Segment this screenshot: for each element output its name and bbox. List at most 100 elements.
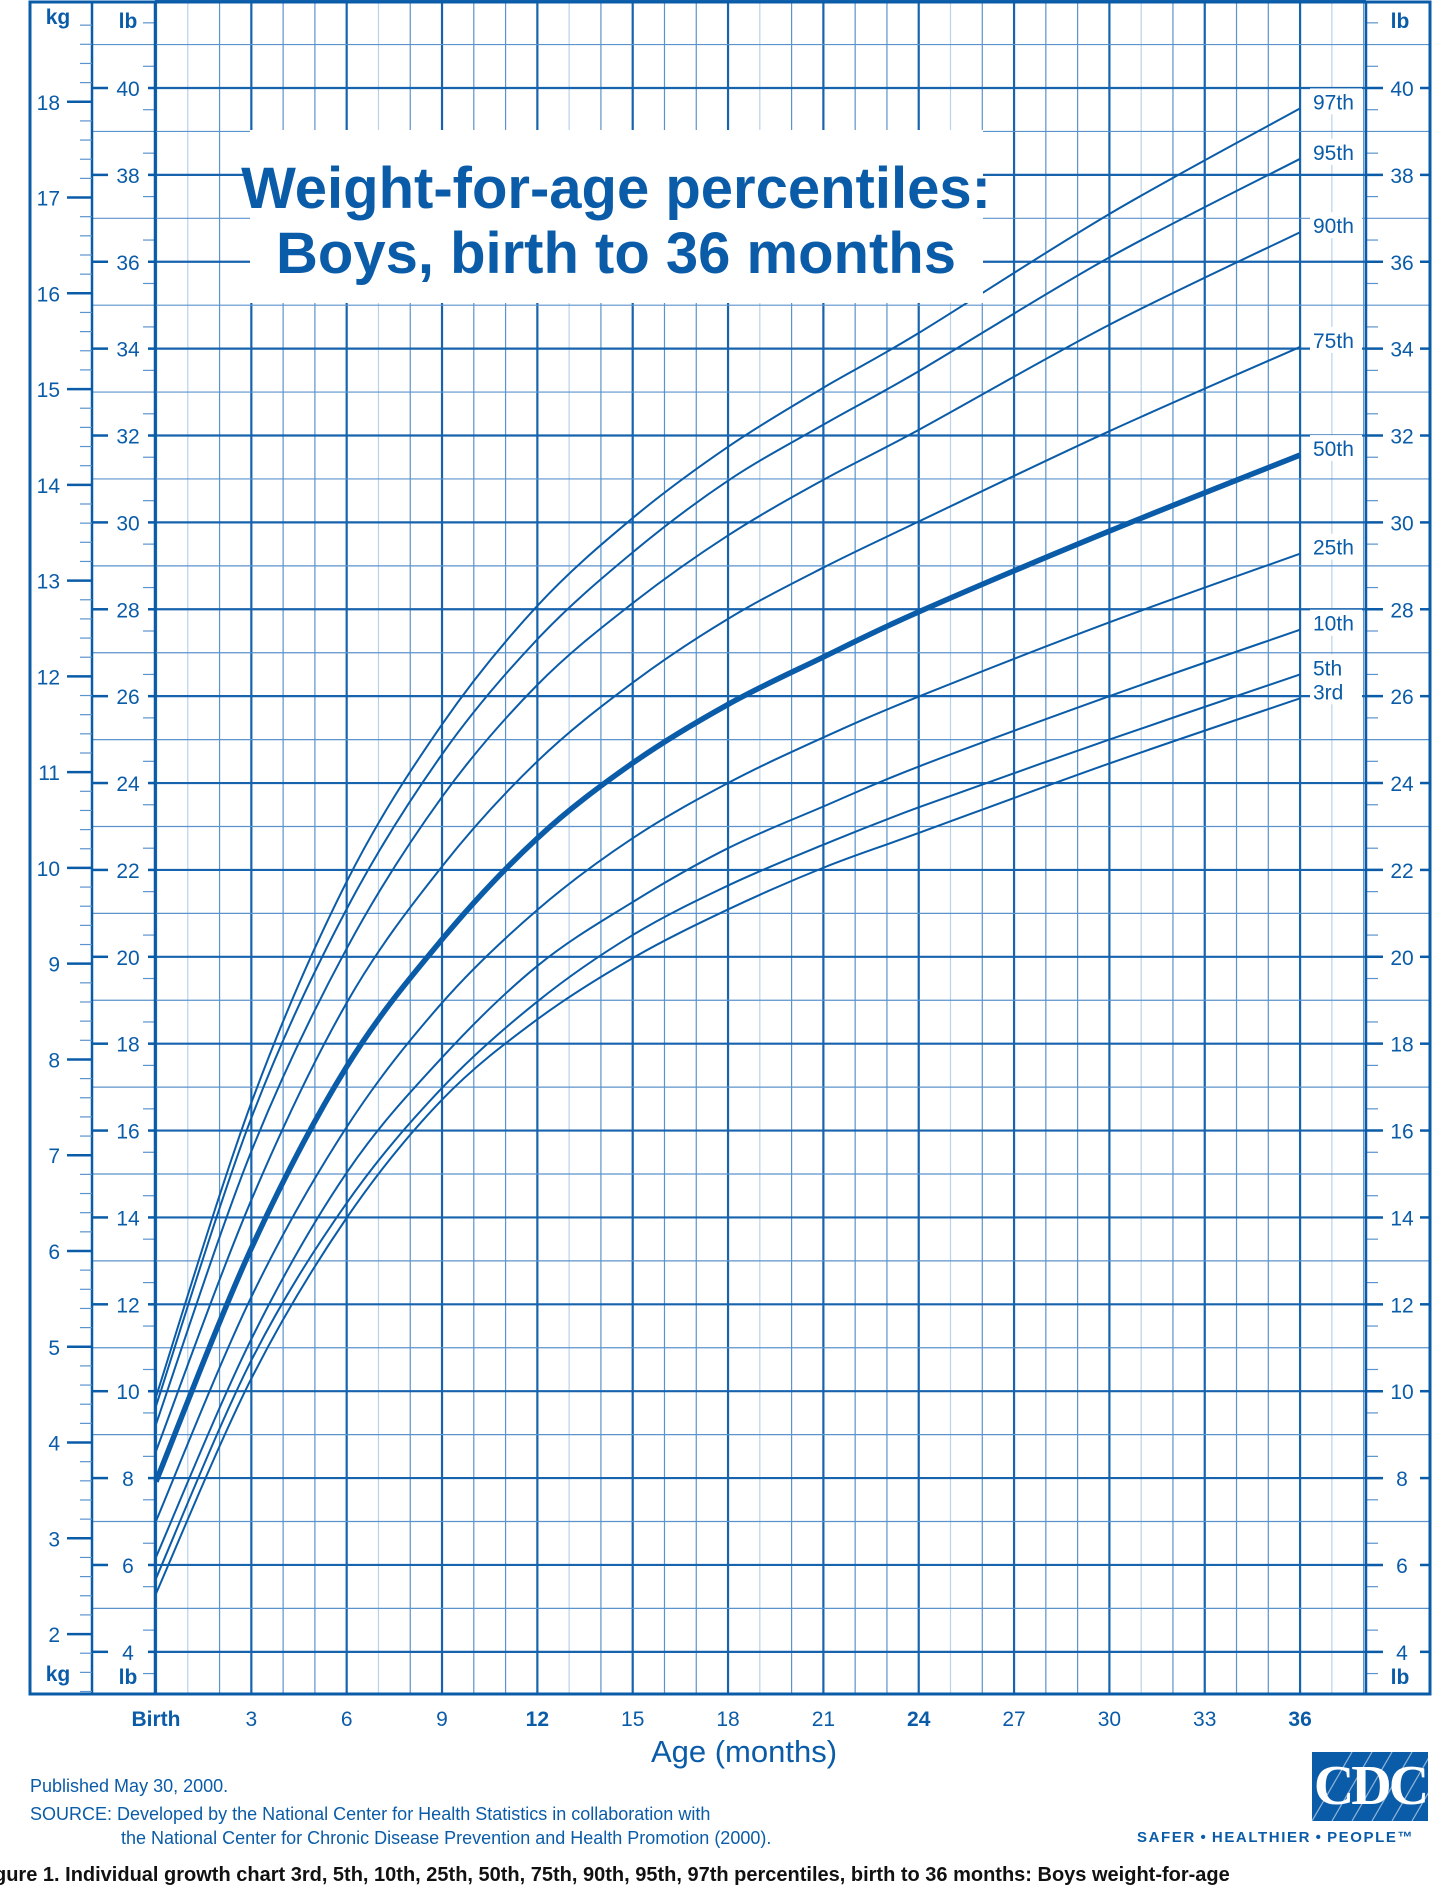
lb-tick-label-right: 22 (1390, 860, 1413, 883)
x-tick-label: 24 (907, 1708, 931, 1731)
lb-tick-label-left: 14 (116, 1207, 140, 1230)
chart-title-line1: Weight-for-age percentiles: (241, 156, 991, 221)
x-tick-label: Birth (132, 1708, 181, 1731)
x-tick-label: 36 (1288, 1708, 1311, 1731)
kg-tick-label: 8 (48, 1049, 60, 1072)
lb-tick-label-right: 32 (1390, 426, 1413, 449)
series-label-75th: 75th (1313, 330, 1354, 353)
lb-tick-label-left: 38 (116, 165, 139, 188)
series-label-bg (1310, 435, 1362, 462)
percentile-curve-97th (155, 107, 1301, 1398)
percentile-curve-10th (155, 628, 1301, 1558)
kg-tick-label: 9 (48, 954, 60, 977)
lb-tick-label-left: 34 (116, 339, 140, 362)
logo-stripes (1312, 1752, 1428, 1821)
kg-tick-label: 16 (37, 283, 60, 306)
series-label-bg (1310, 88, 1362, 115)
lb-tick-label-right: 28 (1390, 599, 1413, 622)
percentile-curve-95th (155, 157, 1301, 1407)
lb-tick-label-left: 24 (116, 773, 140, 796)
kg-tick-label: 2 (48, 1624, 60, 1647)
lb-unit-label-top-right: lb (1391, 10, 1410, 33)
series-label-bg (1310, 326, 1362, 353)
percentile-curves (153, 107, 1302, 1595)
lb-tick-label-left: 18 (116, 1034, 139, 1057)
x-tick-label: 21 (812, 1708, 835, 1731)
kg-tick-label: 13 (37, 571, 60, 594)
series-label-bg (1310, 609, 1362, 636)
lb-tick-label-left: 26 (116, 686, 139, 709)
lb-tick-label-right: 38 (1390, 165, 1413, 188)
lb-tick-label-right: 14 (1390, 1207, 1414, 1230)
lb-tick-label-left: 28 (116, 599, 139, 622)
x-tick-label: 18 (716, 1708, 739, 1731)
percentile-curve-90th (155, 231, 1301, 1425)
series-label-bg (1310, 212, 1362, 239)
lb-tick-label-right: 10 (1390, 1381, 1413, 1404)
kg-tick-label: 4 (48, 1433, 60, 1456)
kg-tick-label: 18 (37, 92, 60, 115)
kg-unit-label-top: kg (46, 6, 71, 29)
x-axis-label: Age (months) (651, 1734, 837, 1769)
series-label-90th: 90th (1313, 215, 1354, 238)
kg-tick-label: 15 (37, 379, 60, 402)
lb-unit-label-bottom-right: lb (1391, 1666, 1410, 1689)
kg-tick-label: 5 (48, 1337, 60, 1360)
lb-tick-label-right: 26 (1390, 686, 1413, 709)
lb-tick-label-left: 40 (116, 78, 139, 101)
lb-tick-label-left: 16 (116, 1121, 139, 1144)
x-tick-label: 9 (436, 1708, 448, 1731)
series-label-bg (1310, 533, 1362, 560)
series-label-10th: 10th (1313, 613, 1354, 636)
source-line-1: SOURCE: Developed by the National Center… (30, 1804, 711, 1824)
lb-tick-label-right: 16 (1390, 1121, 1413, 1144)
series-label-bg (1310, 654, 1362, 681)
x-tick-label: 15 (621, 1708, 644, 1731)
x-tick-label: 27 (1002, 1708, 1025, 1731)
x-tick-label: 33 (1193, 1708, 1216, 1731)
published-date: Published May 30, 2000. (30, 1776, 229, 1796)
lb-tick-label-right: 6 (1396, 1555, 1408, 1578)
x-tick-label: 6 (341, 1708, 353, 1731)
title-box: Weight-for-age percentiles: Boys, birth … (241, 130, 991, 303)
x-tick-label: 3 (245, 1708, 257, 1731)
kg-tick-label: 17 (37, 188, 60, 211)
lb-tick-label-right: 20 (1390, 947, 1413, 970)
lb-unit-label-top-left: lb (119, 10, 138, 33)
percentile-curve-50th (153, 452, 1302, 1483)
kg-unit-label-bottom: kg (46, 1663, 71, 1686)
lb-tick-label-right: 8 (1396, 1468, 1408, 1491)
lb-tick-label-left: 36 (116, 252, 139, 275)
lb-tick-label-left: 20 (116, 947, 139, 970)
series-label-97th: 97th (1313, 91, 1354, 114)
percentile-curve-75th (155, 345, 1301, 1452)
percentile-curve-25th (155, 552, 1301, 1522)
percentile-curve-5th (155, 673, 1301, 1579)
series-label-95th: 95th (1313, 142, 1354, 165)
source-line-2: the National Center for Chronic Disease … (121, 1828, 772, 1848)
lb-tick-label-right: 30 (1390, 512, 1413, 535)
x-tick-labels: Birth 3 6 9 12 15 18 21 24 27 30 33 36 (132, 1708, 1312, 1731)
lb-tick-label-left: 4 (122, 1642, 134, 1665)
lb-tick-label-right: 40 (1390, 78, 1413, 101)
logo-text: CDC (1313, 1755, 1428, 1817)
lb-tick-label-right: 36 (1390, 252, 1413, 275)
figure-caption: gure 1. Individual growth chart 3rd, 5th… (0, 1864, 1230, 1886)
series-label-bg (1310, 138, 1362, 165)
chart-title-line2: Boys, birth to 36 months (276, 221, 956, 286)
x-tick-label: 30 (1098, 1708, 1121, 1731)
lb-tick-label-right: 4 (1396, 1642, 1408, 1665)
lb-tick-label-left: 12 (116, 1294, 139, 1317)
lb-tick-label-right: 12 (1390, 1294, 1413, 1317)
kg-tick-label: 12 (37, 666, 60, 689)
kg-tick-label: 7 (48, 1145, 60, 1168)
kg-tick-label: 14 (37, 475, 61, 498)
lb-tick-label-left: 22 (116, 860, 139, 883)
lb-tick-label-left: 10 (116, 1381, 139, 1404)
chart-frame (28, 0, 1432, 1696)
cdc-logo: CDC (1312, 1752, 1428, 1821)
percentile-curve-3rd (155, 697, 1301, 1595)
